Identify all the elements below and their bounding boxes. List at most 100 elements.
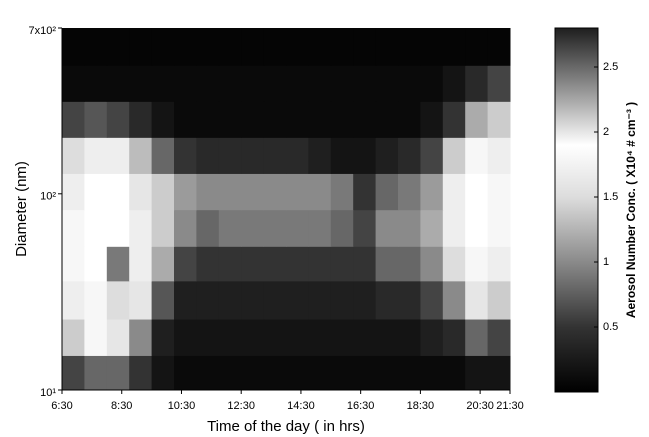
heatmap-cell: [106, 65, 130, 102]
heatmap-cell: [465, 28, 489, 66]
heatmap-cell: [442, 101, 466, 138]
colorbar: [554, 27, 599, 393]
heatmap-cell: [62, 28, 85, 66]
heatmap-cell: [308, 280, 332, 320]
heatmap-cell: [353, 209, 377, 247]
heatmap-cell: [398, 280, 421, 320]
heatmap-cell: [375, 246, 399, 282]
heatmap-cell: [196, 137, 220, 174]
heatmap-cell: [286, 280, 309, 320]
heatmap-cell: [487, 246, 511, 282]
heatmap-cell: [151, 173, 175, 211]
heatmap-cell: [465, 319, 489, 356]
heatmap-cell: [353, 355, 377, 391]
heatmap-cell: [196, 280, 220, 320]
heatmap-cell: [129, 319, 153, 356]
heatmap-cell: [151, 280, 175, 320]
heatmap-cell: [308, 246, 332, 282]
heatmap-cell: [442, 246, 466, 282]
heatmap-cell: [420, 65, 444, 102]
heatmap-cell: [398, 319, 421, 356]
y-tick-label: 7x10²: [28, 25, 56, 37]
heatmap-cell: [487, 319, 511, 356]
heatmap-cell: [353, 65, 377, 102]
heatmap-cell: [174, 65, 197, 102]
heatmap-cell: [286, 101, 309, 138]
heatmap-cell: [487, 355, 511, 391]
heatmap-cell: [398, 101, 421, 138]
colorbar-tick-label: 0.5: [603, 321, 618, 333]
heatmap-cell: [263, 246, 287, 282]
heatmap-cell: [129, 280, 153, 320]
y-axis-label: Diameter (nm): [13, 161, 30, 257]
y-tick-label: 10¹: [40, 387, 56, 399]
x-tick-label: 16:30: [347, 400, 375, 412]
heatmap-cell: [84, 137, 108, 174]
heatmap-cell: [263, 355, 287, 391]
heatmap-cell: [375, 65, 399, 102]
heatmap-cell: [330, 209, 354, 247]
heatmap-cell: [174, 246, 197, 282]
heatmap-cell: [420, 137, 444, 174]
heatmap-cell: [330, 319, 354, 356]
x-tick-label: 20:30: [466, 400, 494, 412]
heatmap-cell: [84, 65, 108, 102]
heatmap-cell: [84, 101, 108, 138]
heatmap-cell: [62, 280, 85, 320]
heatmap-cell: [151, 319, 175, 356]
heatmap-cell: [487, 280, 511, 320]
heatmap-cell: [129, 355, 153, 391]
heatmap-cell: [465, 173, 489, 211]
heatmap-cell: [196, 209, 220, 247]
heatmap-cell: [286, 355, 309, 391]
heatmap-cell: [174, 28, 197, 66]
heatmap-cell: [330, 173, 354, 211]
heatmap-cell: [129, 137, 153, 174]
heatmap-cell: [196, 246, 220, 282]
heatmap-cell: [375, 209, 399, 247]
heatmap-cell: [241, 101, 265, 138]
heatmap-cell: [62, 246, 85, 282]
heatmap-cell: [84, 246, 108, 282]
heatmap-cell: [218, 209, 242, 247]
heatmap-cell: [196, 28, 220, 66]
heatmap-cell: [106, 28, 130, 66]
heatmap-cell: [196, 173, 220, 211]
heatmap-cell: [420, 101, 444, 138]
heatmap-cell: [84, 173, 108, 211]
heatmap-cell: [218, 246, 242, 282]
heatmap-cell: [330, 65, 354, 102]
heatmap-cell: [129, 28, 153, 66]
x-tick-label: 14:30: [287, 400, 315, 412]
heatmap-cell: [442, 137, 466, 174]
heatmap-cell: [263, 137, 287, 174]
heatmap-cell: [442, 28, 466, 66]
heatmap-cell: [129, 65, 153, 102]
heatmap-cell: [106, 209, 130, 247]
heatmap-cell: [330, 101, 354, 138]
heatmap-cell: [375, 280, 399, 320]
colorbar-label: Aerosol Number Conc. ( X10⁴ # cm⁻³ ): [624, 102, 638, 318]
heatmap-cell: [330, 137, 354, 174]
heatmap-cell: [308, 65, 332, 102]
heatmap-cell: [218, 355, 242, 391]
heatmap-cell: [263, 280, 287, 320]
heatmap-cell: [106, 246, 130, 282]
heatmap-cell: [263, 28, 287, 66]
x-axis-label: Time of the day ( in hrs): [207, 418, 365, 435]
x-tick-label: 10:30: [168, 400, 196, 412]
heatmap-cell: [62, 101, 85, 138]
heatmap-cell: [308, 173, 332, 211]
heatmap-cell: [375, 173, 399, 211]
heatmap-cell: [487, 65, 511, 102]
heatmap-cell: [398, 28, 421, 66]
heatmap-cell: [398, 173, 421, 211]
heatmap-cell: [420, 28, 444, 66]
x-tick-label: 18:30: [407, 400, 435, 412]
heatmap-cell: [174, 319, 197, 356]
heatmap-cell: [420, 319, 444, 356]
heatmap-cell: [218, 65, 242, 102]
heatmap-cell: [465, 280, 489, 320]
heatmap-cell: [442, 209, 466, 247]
heatmap-cell: [308, 101, 332, 138]
